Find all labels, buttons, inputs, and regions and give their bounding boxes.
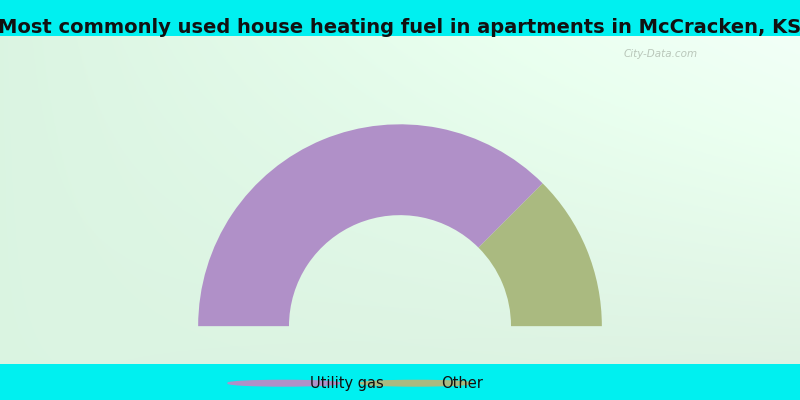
Wedge shape <box>478 184 602 326</box>
Text: Other: Other <box>442 376 483 391</box>
Text: Most commonly used house heating fuel in apartments in McCracken, KS: Most commonly used house heating fuel in… <box>0 18 800 37</box>
Circle shape <box>360 380 472 386</box>
Circle shape <box>228 380 340 386</box>
Text: City-Data.com: City-Data.com <box>623 49 698 59</box>
Text: Utility gas: Utility gas <box>310 376 383 391</box>
Wedge shape <box>198 124 542 326</box>
